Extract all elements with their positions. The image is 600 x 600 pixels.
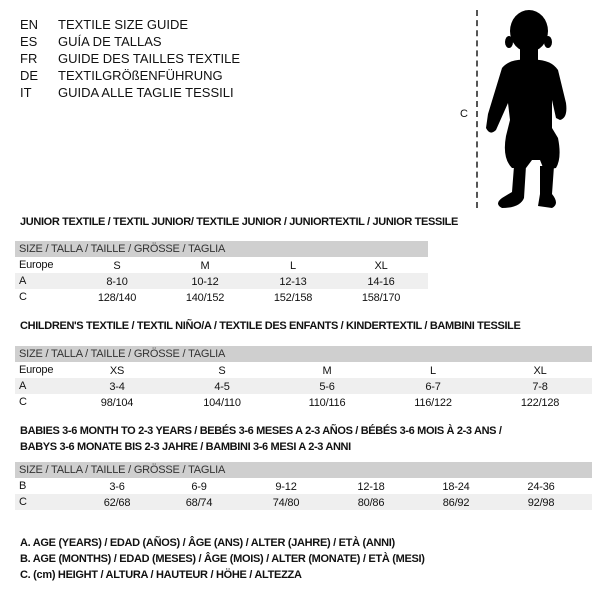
language-title-fr: FR GUIDE DES TAILLES TEXTILE (20, 50, 240, 67)
row-label: Europe (19, 364, 54, 376)
child-silhouette-icon (486, 10, 567, 208)
row-label: C (19, 396, 27, 408)
language-title-en: EN TEXTILE SIZE GUIDE (20, 16, 188, 33)
table-cell: 18-24 (442, 481, 470, 493)
table-cell: 86/92 (442, 497, 470, 509)
table-header: SIZE / TALLA / TAILLE / GRÖSSE / TAGLIA (15, 346, 592, 362)
legend-c: C. (cm) HEIGHT / ALTURA / HAUTEUR / HÖHE… (20, 569, 302, 581)
table-cell: 3-4 (109, 381, 125, 393)
language-title-it: IT GUIDA ALLE TAGLIE TESSILI (20, 84, 234, 101)
height-measure-line (476, 10, 478, 208)
table-cell: 74/80 (272, 497, 300, 509)
children-size-table: SIZE / TALLA / TAILLE / GRÖSSE / TAGLIA E… (15, 346, 592, 410)
table-cell: 104/110 (203, 397, 241, 409)
table-row: C 62/68 68/74 74/80 80/86 86/92 92/98 (15, 494, 592, 510)
table-cell: 8-10 (106, 276, 128, 288)
table-cell: 24-36 (527, 481, 555, 493)
language-code: ES (20, 34, 38, 49)
babies-section-title-2: BABYS 3-6 MONATE BIS 2-3 JAHRE / BAMBINI… (20, 441, 351, 453)
table-cell: 110/116 (308, 397, 346, 409)
language-code: DE (20, 68, 39, 83)
table-row: B 3-6 6-9 9-12 12-18 18-24 24-36 (15, 478, 592, 494)
table-cell: M (322, 365, 332, 377)
legend-a: A. AGE (YEARS) / EDAD (AÑOS) / ÂGE (ANS)… (20, 537, 395, 549)
table-cell: XL (374, 260, 388, 272)
guide-title: GUIDA ALLE TAGLIE TESSILI (58, 85, 234, 100)
babies-section-title-1: BABIES 3-6 MONTH TO 2-3 YEARS / BEBÉS 3-… (20, 425, 502, 437)
table-cell: 68/74 (185, 497, 213, 509)
table-cell: XL (533, 365, 547, 377)
junior-section-title: JUNIOR TEXTILE / TEXTIL JUNIOR/ TEXTILE … (20, 216, 459, 228)
language-code: IT (20, 85, 32, 100)
guide-title: GUIDE DES TAILLES TEXTILE (58, 51, 241, 66)
language-title-es: ES GUÍA DE TALLAS (20, 33, 162, 50)
table-row: A 8-10 10-12 12-13 14-16 (15, 273, 428, 289)
table-cell: 128/140 (97, 292, 137, 304)
row-label: A (19, 380, 27, 392)
table-cell: 98/104 (100, 397, 134, 409)
table-cell: 122/128 (520, 397, 560, 409)
table-cell: 6-9 (191, 481, 207, 493)
children-section-title: CHILDREN'S TEXTILE / TEXTIL NIÑO/A / TEX… (20, 320, 521, 332)
row-label: C (19, 291, 27, 303)
babies-size-table: SIZE / TALLA / TAILLE / GRÖSSE / TAGLIA B… (15, 462, 592, 510)
table-cell: 140/152 (185, 292, 225, 304)
legend-b: B. AGE (MONTHS) / EDAD (MESES) / ÂGE (MO… (20, 553, 425, 565)
table-row: C 98/104 104/110 110/116 116/122 122/128 (15, 394, 592, 410)
table-header: SIZE / TALLA / TAILLE / GRÖSSE / TAGLIA (15, 241, 428, 257)
row-label: A (19, 275, 27, 287)
table-cell: 3-6 (109, 481, 125, 493)
guide-title: TEXTILGRÖßENFÜHRUNG (58, 68, 223, 83)
table-cell: L (290, 260, 296, 272)
table-header: SIZE / TALLA / TAILLE / GRÖSSE / TAGLIA (15, 462, 592, 478)
language-title-de: DE TEXTILGRÖßENFÜHRUNG (20, 67, 223, 84)
table-cell: 10-12 (191, 276, 219, 288)
table-cell: 6-7 (425, 381, 441, 393)
table-cell: 14-16 (367, 276, 395, 288)
table-cell: 116/122 (414, 397, 452, 409)
table-cell: 62/68 (103, 497, 131, 509)
table-cell: 152/158 (273, 292, 313, 304)
table-cell: S (113, 260, 121, 272)
table-cell: 5-6 (319, 381, 335, 393)
table-cell: M (200, 260, 210, 272)
row-label: C (19, 496, 27, 508)
table-cell: 12-13 (279, 276, 307, 288)
table-row: Europe S M L XL (15, 257, 428, 273)
table-cell: 4-5 (214, 381, 230, 393)
language-code: FR (20, 51, 38, 66)
guide-title: GUÍA DE TALLAS (58, 34, 162, 49)
table-cell: 158/170 (361, 292, 401, 304)
row-label: Europe (19, 259, 54, 271)
row-label: B (19, 480, 27, 492)
junior-size-table: SIZE / TALLA / TAILLE / GRÖSSE / TAGLIA E… (15, 241, 428, 305)
table-row: C 128/140 140/152 152/158 158/170 (15, 289, 428, 305)
table-cell: XS (109, 365, 125, 377)
table-cell: 12-18 (357, 481, 385, 493)
table-cell: L (430, 365, 436, 377)
table-row: Europe XS S M L XL (15, 362, 592, 378)
table-cell: S (218, 365, 226, 377)
language-code: EN (20, 17, 39, 32)
guide-title: TEXTILE SIZE GUIDE (58, 17, 189, 32)
table-cell: 9-12 (275, 481, 297, 493)
table-cell: 7-8 (532, 381, 548, 393)
height-label: C (460, 108, 468, 120)
table-cell: 92/98 (527, 497, 555, 509)
table-cell: 80/86 (357, 497, 385, 509)
table-row: A 3-4 4-5 5-6 6-7 7-8 (15, 378, 592, 394)
